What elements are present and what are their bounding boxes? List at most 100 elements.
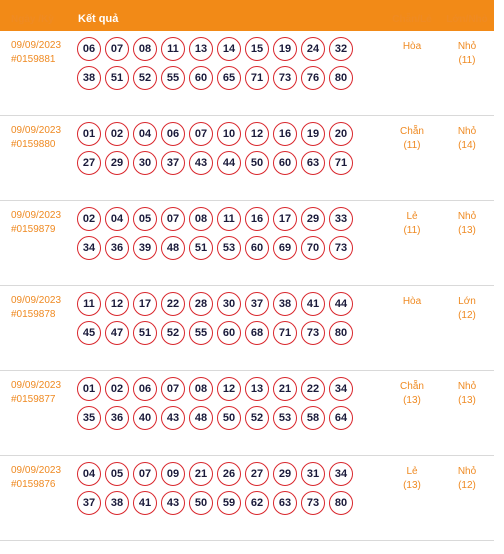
number-ball: 70 — [301, 236, 325, 260]
number-ball: 68 — [245, 321, 269, 345]
number-ball: 08 — [189, 377, 213, 401]
header-even-odd: Chẵn/Lẻ — [392, 14, 432, 25]
number-ball: 11 — [217, 207, 241, 231]
number-ball: 39 — [133, 236, 157, 260]
even-odd-count: (11) — [403, 225, 421, 236]
number-ball: 52 — [161, 321, 185, 345]
number-ball: 11 — [77, 292, 101, 316]
number-ball: 12 — [245, 122, 269, 146]
number-ball: 48 — [189, 406, 213, 430]
number-ball: 19 — [301, 122, 325, 146]
number-row: 34 36 39 48 51 53 60 69 70 73 — [77, 236, 384, 260]
number-row: 37 38 41 43 50 59 62 63 73 80 — [77, 491, 384, 515]
number-ball: 50 — [217, 406, 241, 430]
number-ball: 19 — [273, 37, 297, 61]
draw-date: 09/09/2023 — [11, 380, 62, 391]
number-ball: 04 — [105, 207, 129, 231]
number-ball: 73 — [301, 491, 325, 515]
number-ball: 22 — [161, 292, 185, 316]
draw-id[interactable]: #0159879 — [11, 224, 56, 235]
number-ball: 41 — [301, 292, 325, 316]
number-ball: 07 — [133, 462, 157, 486]
number-ball: 29 — [301, 207, 325, 231]
draw-id[interactable]: #0159878 — [11, 309, 56, 320]
even-odd-cell: Chẵn (11) — [384, 116, 440, 200]
even-odd-result: Lẻ — [406, 466, 418, 477]
number-ball: 53 — [217, 236, 241, 260]
draw-date: 09/09/2023 — [11, 465, 62, 476]
number-ball: 17 — [133, 292, 157, 316]
big-small-result: Nhỏ — [457, 41, 477, 52]
draw-date-cell: 09/09/2023 #0159879 — [0, 201, 66, 285]
number-row: 38 51 52 55 60 65 71 73 76 80 — [77, 66, 384, 90]
number-ball: 37 — [161, 151, 185, 175]
number-ball: 12 — [105, 292, 129, 316]
number-ball: 73 — [273, 66, 297, 90]
number-ball: 38 — [105, 491, 129, 515]
number-ball: 22 — [301, 377, 325, 401]
number-ball: 32 — [329, 37, 353, 61]
draw-date-cell: 09/09/2023 #0159876 — [0, 456, 66, 540]
number-row: 01 02 04 06 07 10 12 16 19 20 — [77, 122, 384, 146]
number-row: 35 36 40 43 48 50 52 53 58 64 — [77, 406, 384, 430]
number-ball: 17 — [273, 207, 297, 231]
big-small-cell: Nhỏ (13) — [440, 371, 494, 455]
number-ball: 31 — [301, 462, 325, 486]
number-ball: 40 — [133, 406, 157, 430]
number-ball: 37 — [245, 292, 269, 316]
table-row: 09/09/2023 #0159876 04 05 07 09 21 26 27 29 31 34 37… — [0, 456, 494, 541]
number-ball: 16 — [245, 207, 269, 231]
number-ball: 52 — [133, 66, 157, 90]
number-ball: 71 — [329, 151, 353, 175]
number-ball: 05 — [133, 207, 157, 231]
header-result: Kết quả — [78, 12, 119, 25]
number-ball: 43 — [189, 151, 213, 175]
draw-id[interactable]: #0159880 — [11, 139, 56, 150]
number-ball: 01 — [77, 122, 101, 146]
draw-id[interactable]: #0159881 — [11, 54, 56, 65]
even-odd-count: (11) — [403, 140, 421, 151]
number-ball: 55 — [189, 321, 213, 345]
number-ball: 59 — [217, 491, 241, 515]
table-row: 09/09/2023 #0159879 02 04 05 07 08 11 16 17 29 33 34… — [0, 201, 494, 286]
number-ball: 13 — [245, 377, 269, 401]
draw-date: 09/09/2023 — [11, 210, 62, 221]
number-ball: 47 — [105, 321, 129, 345]
draw-id[interactable]: #0159877 — [11, 394, 56, 405]
even-odd-result: Chẵn — [400, 126, 424, 137]
even-odd-result: Chẵn — [400, 381, 424, 392]
result-cell: 06 07 08 11 13 14 15 19 24 32 38 51 52 55 60 65 71 73 76 80 — [66, 31, 384, 115]
even-odd-cell: Lẻ (13) — [384, 456, 440, 540]
number-ball: 38 — [273, 292, 297, 316]
big-small-cell: Lớn (12) — [440, 286, 494, 370]
draw-date-cell: 09/09/2023 #0159878 — [0, 286, 66, 370]
table-row: 09/09/2023 #0159878 11 12 17 22 28 30 37 38 41 44 45… — [0, 286, 494, 371]
big-small-count: (11) — [458, 55, 476, 66]
number-ball: 34 — [329, 377, 353, 401]
big-small-cell: Nhỏ (13) — [440, 201, 494, 285]
result-cell: 04 05 07 09 21 26 27 29 31 34 37 38 41 43 50 59 62 63 73 80 — [66, 456, 384, 540]
number-ball: 07 — [189, 122, 213, 146]
big-small-result: Nhỏ — [457, 466, 477, 477]
number-row: 45 47 51 52 55 60 68 71 73 80 — [77, 321, 384, 345]
number-ball: 36 — [105, 236, 129, 260]
number-row: 02 04 05 07 08 11 16 17 29 33 — [77, 207, 384, 231]
number-ball: 27 — [245, 462, 269, 486]
number-ball: 07 — [105, 37, 129, 61]
number-ball: 55 — [161, 66, 185, 90]
even-odd-count: (13) — [403, 395, 421, 406]
big-small-result: Nhỏ — [457, 211, 477, 222]
number-ball: 06 — [77, 37, 101, 61]
number-ball: 20 — [329, 122, 353, 146]
number-ball: 44 — [217, 151, 241, 175]
draw-id[interactable]: #0159876 — [11, 479, 56, 490]
result-cell: 11 12 17 22 28 30 37 38 41 44 45 47 51 52 55 60 68 71 73 80 — [66, 286, 384, 370]
big-small-cell: Nhỏ (12) — [440, 456, 494, 540]
big-small-count: (12) — [458, 480, 476, 491]
number-ball: 60 — [245, 236, 269, 260]
number-ball: 63 — [301, 151, 325, 175]
results-table: Ngày /Kỳ Kết quả Chẵn/Lẻ Lớn/Nhỏ 09/09/2… — [0, 0, 494, 541]
number-ball: 50 — [245, 151, 269, 175]
table-row: 09/09/2023 #0159881 06 07 08 11 13 14 15 19 24 32 38… — [0, 31, 494, 116]
big-small-count: (13) — [458, 225, 476, 236]
